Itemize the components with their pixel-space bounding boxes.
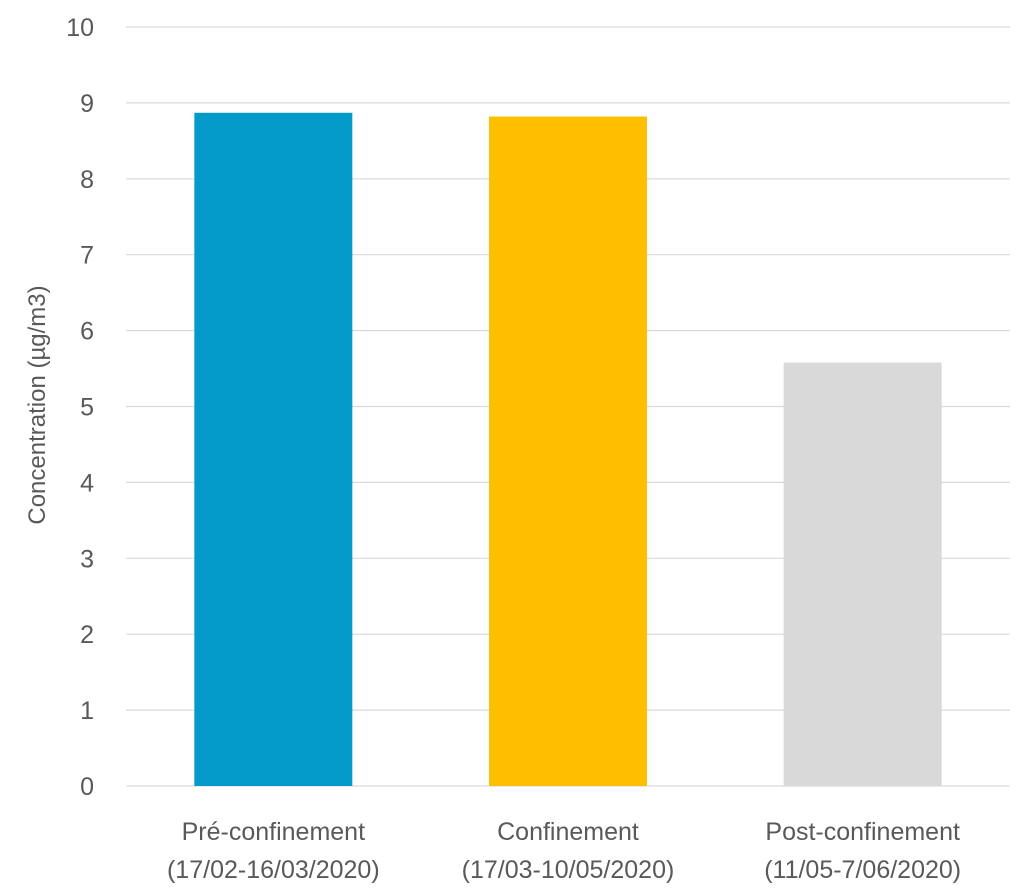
bar-1	[194, 112, 353, 787]
bar-2	[489, 116, 647, 786]
y-axis-ticks: 0 1 2 3 4 5 6 7 8 9 10	[66, 14, 94, 801]
y-tick-label: 6	[80, 318, 94, 346]
y-tick-label: 8	[80, 166, 94, 194]
x-category-label: Confinement (17/03-10/05/2020)	[462, 818, 675, 884]
x-category-label: Pré-confinement (17/02-16/03/2020)	[167, 818, 380, 884]
y-tick-label: 9	[80, 90, 94, 118]
y-tick-label: 4	[80, 469, 94, 497]
bar-3	[783, 362, 942, 786]
x-category-label: Post-confinement (11/05-7/06/2020)	[764, 818, 961, 884]
y-tick-label: 2	[80, 621, 94, 649]
y-tick-label: 3	[80, 545, 94, 573]
bars	[194, 112, 942, 787]
y-tick-label: 0	[80, 773, 94, 801]
y-tick-label: 7	[80, 242, 94, 270]
y-tick-label: 10	[66, 14, 94, 42]
x-axis-labels: Pré-confinement (17/02-16/03/2020) Confine…	[167, 818, 961, 884]
y-axis-title: Concentration (µg/m3)	[24, 285, 51, 524]
y-tick-label: 5	[80, 394, 94, 422]
y-tick-label: 1	[80, 697, 94, 725]
